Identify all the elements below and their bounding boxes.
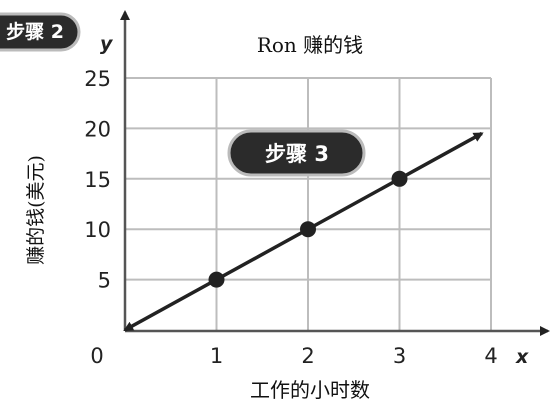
data-point (208, 271, 225, 288)
step-3-badge: 步骤 3 (227, 129, 366, 177)
chart-title: Ron 赚的钱 (257, 33, 363, 57)
step-2-label: 步骤 2 (6, 21, 64, 43)
grid (125, 77, 492, 330)
x-tick-label: 3 (393, 344, 406, 368)
y-tick-label: 10 (84, 218, 111, 242)
tick-labels: 5 10 15 20 25 0 1 2 3 4 (84, 67, 497, 368)
data-point (391, 170, 408, 187)
y-tick-label: 5 (98, 269, 111, 293)
y-axis-label: 赚的钱(美元) (25, 155, 47, 265)
data-point (300, 221, 316, 238)
step-2-badge: 步骤 2 (0, 12, 81, 52)
x-tick-label: 1 (210, 344, 223, 368)
y-axis-letter: y (100, 33, 114, 55)
y-tick-label: 15 (84, 168, 111, 192)
y-tick-label: 25 (84, 67, 111, 91)
series (123, 131, 484, 332)
x-axis-letter: x (515, 346, 529, 368)
x-axis-label: 工作的小时数 (250, 378, 370, 402)
x-tick-label: 2 (301, 344, 314, 368)
x-tick-label: 4 (484, 344, 497, 368)
y-tick-label: 20 (84, 117, 111, 141)
step-3-label: 步骤 3 (265, 142, 329, 166)
x-tick-label: 0 (90, 344, 103, 368)
